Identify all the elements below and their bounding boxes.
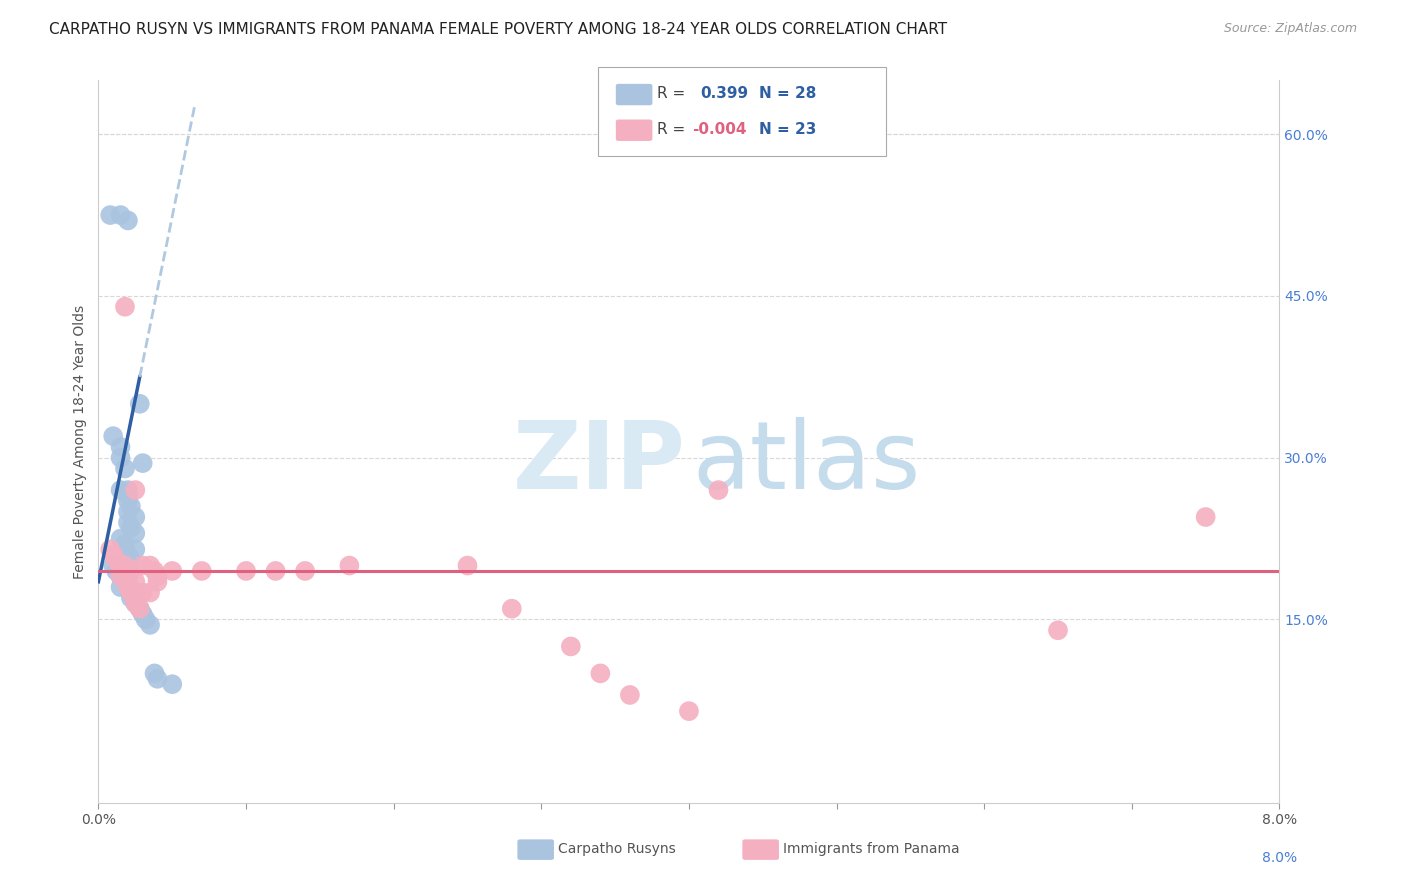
Point	[143, 666, 166, 681]
Point	[589, 666, 612, 681]
Point	[146, 574, 169, 589]
Point	[117, 488, 139, 502]
Point	[103, 429, 125, 443]
Point	[120, 591, 142, 605]
Point	[110, 208, 132, 222]
Point	[128, 601, 150, 615]
Text: N = 23: N = 23	[759, 122, 817, 136]
Point	[110, 483, 132, 497]
Point	[117, 213, 139, 227]
Point	[98, 208, 121, 222]
Point	[162, 564, 183, 578]
Point	[114, 558, 136, 573]
Point	[560, 640, 582, 654]
Point	[117, 580, 139, 594]
Point	[235, 564, 257, 578]
Text: Source: ZipAtlas.com: Source: ZipAtlas.com	[1223, 22, 1357, 36]
Point	[139, 585, 162, 599]
Point	[139, 558, 162, 573]
Text: R =: R =	[657, 122, 685, 136]
Point	[124, 591, 146, 605]
Point	[120, 553, 142, 567]
Point	[117, 574, 139, 589]
Point	[120, 521, 142, 535]
Point	[120, 500, 142, 514]
Point	[117, 564, 139, 578]
Point	[1046, 624, 1070, 638]
Point	[124, 542, 146, 557]
Point	[132, 607, 155, 621]
Point	[124, 596, 146, 610]
Point	[128, 601, 150, 615]
Point	[98, 542, 121, 557]
Point	[117, 516, 139, 530]
Point	[114, 461, 136, 475]
Point	[110, 558, 132, 573]
Point	[124, 596, 146, 610]
Point	[132, 456, 155, 470]
Point	[294, 564, 316, 578]
Text: 0.399: 0.399	[700, 87, 748, 101]
Point	[678, 704, 700, 718]
Point	[110, 569, 132, 583]
Point	[457, 558, 479, 573]
Point	[114, 537, 136, 551]
Point	[110, 532, 132, 546]
Y-axis label: Female Poverty Among 18-24 Year Olds: Female Poverty Among 18-24 Year Olds	[73, 304, 87, 579]
Point	[162, 677, 183, 691]
Point	[501, 601, 523, 615]
Text: CARPATHO RUSYN VS IMMIGRANTS FROM PANAMA FEMALE POVERTY AMONG 18-24 YEAR OLDS CO: CARPATHO RUSYN VS IMMIGRANTS FROM PANAMA…	[49, 22, 948, 37]
Point	[117, 483, 139, 497]
Point	[1195, 510, 1218, 524]
Text: -0.004: -0.004	[692, 122, 747, 136]
Point	[120, 564, 142, 578]
Point	[132, 585, 155, 599]
Text: R =: R =	[657, 87, 685, 101]
Point	[124, 483, 146, 497]
Point	[120, 585, 142, 599]
Point	[124, 574, 146, 589]
Point	[619, 688, 641, 702]
Point	[132, 558, 155, 573]
Point	[146, 672, 169, 686]
Point	[110, 580, 132, 594]
Point	[103, 558, 125, 573]
Point	[124, 510, 146, 524]
Point	[105, 564, 128, 578]
Point	[146, 569, 169, 583]
Point	[139, 618, 162, 632]
Point	[114, 300, 136, 314]
Point	[105, 553, 128, 567]
Point	[135, 612, 157, 626]
Point	[128, 397, 150, 411]
Point	[117, 493, 139, 508]
Point	[707, 483, 730, 497]
Point	[110, 450, 132, 465]
Point	[117, 505, 139, 519]
Text: Carpatho Rusyns: Carpatho Rusyns	[558, 842, 676, 856]
Point	[124, 526, 146, 541]
Point	[191, 564, 214, 578]
Point	[110, 569, 132, 583]
Text: ZIP: ZIP	[513, 417, 685, 509]
Text: N = 28: N = 28	[759, 87, 817, 101]
Point	[103, 548, 125, 562]
Point	[143, 564, 166, 578]
Text: 8.0%: 8.0%	[1263, 851, 1296, 865]
Point	[124, 585, 146, 599]
Text: atlas: atlas	[693, 417, 921, 509]
Text: Immigrants from Panama: Immigrants from Panama	[783, 842, 960, 856]
Point	[117, 548, 139, 562]
Point	[339, 558, 361, 573]
Point	[110, 440, 132, 454]
Point	[117, 574, 139, 589]
Point	[264, 564, 287, 578]
